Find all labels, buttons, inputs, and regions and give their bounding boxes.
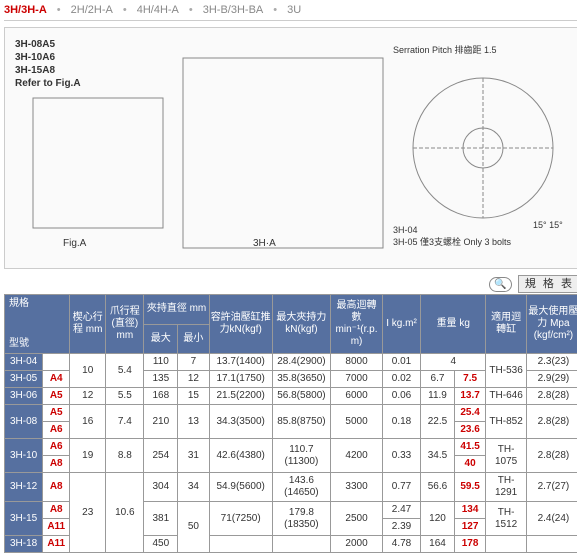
- svg-text:3H-04: 3H-04: [393, 225, 418, 235]
- svg-text:3H-05 僅3支螺栓 Only 3 bolts: 3H-05 僅3支螺栓 Only 3 bolts: [393, 236, 512, 247]
- svg-text:3H·A: 3H·A: [253, 238, 276, 249]
- table-row: 3H-12A8 2310.6 30434 54.9(5600)143.6 (14…: [5, 473, 577, 502]
- svg-text:15° 15°: 15° 15°: [533, 220, 563, 230]
- tab-bar: 3H/3H-A• 2H/2H-A• 4H/4H-A• 3H-B/3H-BA• 3…: [4, 4, 577, 21]
- zoom-icon[interactable]: 🔍: [489, 277, 511, 292]
- table-row: 3H-10A6 198.8 25431 42.6(4380)110.7 (113…: [5, 439, 577, 456]
- spec-table: 規格 型號 楔心行程 mm 爪行程(直徑) mm 夾持直徑 mm 容許油壓缸推力…: [4, 294, 577, 553]
- table-header: 規格 型號 楔心行程 mm 爪行程(直徑) mm 夾持直徑 mm 容許油壓缸推力…: [5, 295, 577, 354]
- spec-table-label: 🔍 規 格 表: [4, 275, 577, 292]
- svg-text:Serration Pitch 排齒距 1.5: Serration Pitch 排齒距 1.5: [393, 44, 497, 55]
- table-row: 3H-08A5 167.4 21013 34.3(3500)85.8(8750)…: [5, 405, 577, 422]
- table-row: 3H-04 105.4 1107 13.7(1400)28.4(2900) 80…: [5, 354, 577, 371]
- technical-diagram: 3H-08A5 3H-10A6 3H-15A8 Refer to Fig.A F…: [4, 27, 577, 269]
- svg-text:Fig.A: Fig.A: [63, 238, 87, 249]
- chuck-schematic-icon: Fig.A 3H·A Serration Pitch 排齒距 1.5 3H-04…: [23, 38, 563, 258]
- tab-3h[interactable]: 3H/3H-A: [4, 4, 47, 16]
- tab-3hb[interactable]: 3H-B/3H-BA: [203, 4, 264, 16]
- tab-3u[interactable]: 3U: [287, 4, 301, 16]
- tab-4h[interactable]: 4H/4H-A: [137, 4, 179, 16]
- tab-2h[interactable]: 2H/2H-A: [71, 4, 113, 16]
- table-row: 3H-06A5 125.5 16815 21.5(2200)56.8(5800)…: [5, 388, 577, 405]
